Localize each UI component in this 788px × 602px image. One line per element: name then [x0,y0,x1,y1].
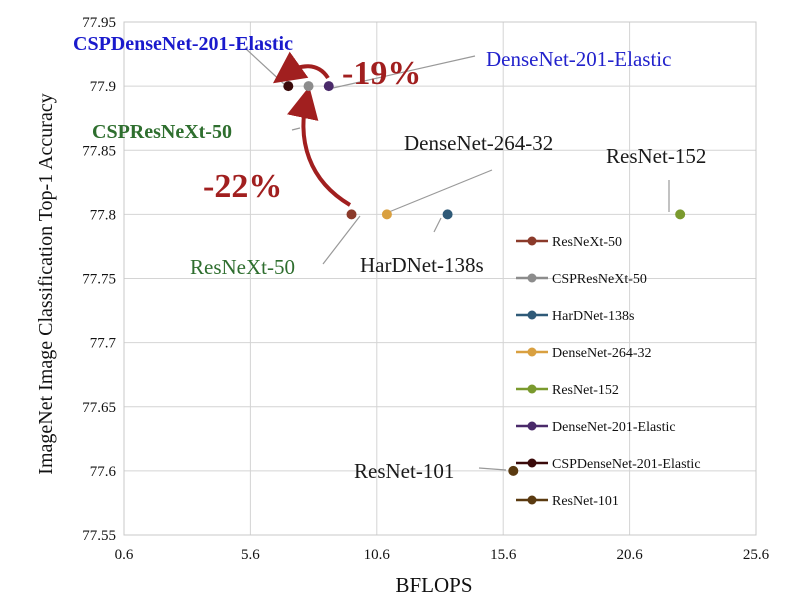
label-resnext-50: ResNeXt-50 [190,255,295,279]
y-tick-label: 77.7 [90,336,117,352]
y-tick-label: 77.8 [90,207,116,223]
legend-label-densenet-264-32: DenseNet-264-32 [552,346,652,361]
legend-label-resnext-50: ResNeXt-50 [552,235,622,250]
label-cspresnext-50: CSPResNeXt-50 [92,121,232,143]
label-minus-22-percent: -22% [203,168,282,205]
legend-label-resnet-152: ResNet-152 [552,383,619,398]
arrow-22 [287,86,352,207]
label-hardnet-138s: HarDNet-138s [360,253,484,277]
label-resnet-152: ResNet-152 [606,144,706,168]
point-densenet-264-32 [381,209,392,220]
point-hardnet-138s [442,209,453,220]
legend-label-cspresnext-50: CSPResNeXt-50 [552,272,647,287]
legend-label-hardnet-138s: HarDNet-138s [552,309,634,324]
y-tick-label: 77.85 [82,143,116,159]
point-resnet-152 [675,209,686,220]
leader-densenet264 [383,169,493,215]
point-densenet-201-elastic [323,81,334,92]
legend-label-resnet-101: ResNet-101 [552,494,619,509]
plot-area [123,21,757,536]
x-tick-label: 0.6 [115,547,134,563]
legend-marker-resnet-101 [527,495,537,505]
x-tick-label: 25.6 [743,547,770,563]
legend-marker-hardnet-138s [527,310,537,320]
point-resnext-50 [346,209,357,220]
legend-marker-densenet-264-32 [527,347,537,357]
leader-hardnet [433,217,442,233]
data-points [283,81,686,476]
x-tick-label: 10.6 [364,547,391,563]
label-cspdensenet-201-elastic: CSPDenseNet-201-Elastic [73,33,293,55]
arrows [272,51,352,207]
y-tick-label: 77.55 [82,528,116,544]
x-tick-label: 15.6 [490,547,517,563]
leader-resnet101 [478,467,507,471]
leader-resnext [322,215,361,265]
point-cspdensenet-201-elastic [283,81,294,92]
y-tick-label: 77.9 [90,79,116,95]
annotations: CSPDenseNet-201-Elastic DenseNet-201-Ela… [73,33,706,483]
label-minus-19-percent: -19% [342,55,421,92]
legend-label-densenet-201-elastic: DenseNet-201-Elastic [552,420,676,435]
legend-label-cspdensenet-201-elastic: CSPDenseNet-201-Elastic [552,457,701,472]
y-tick-label: 77.75 [82,272,116,288]
legend-marker-resnet-152 [527,384,537,394]
y-tick-label: 77.95 [82,15,116,31]
arrow-19 [272,51,330,84]
y-axis-label: ImageNet Image Classification Top-1 Accu… [35,93,57,474]
y-tick-label: 77.6 [90,464,117,480]
legend-marker-densenet-201-elastic [527,421,537,431]
label-densenet-264-32: DenseNet-264-32 [404,131,553,155]
legend-marker-cspresnext-50 [527,273,537,283]
point-cspresnext-50 [303,81,314,92]
leader-cspresnext [291,127,301,131]
label-resnet-101: ResNet-101 [354,459,454,483]
legend-marker-resnext-50 [527,236,537,246]
point-resnet-101 [508,465,519,476]
axis-ticks: 77.55 77.6 77.65 77.7 77.75 77.8 77.85 77.9 77.9… [82,15,769,563]
plot-grid [123,21,757,536]
leader-densenet-elastic [332,55,476,89]
label-densenet-201-elastic: DenseNet-201-Elastic [486,47,671,71]
legend: ResNeXt-50 CSPResNeXt-50 HarDNet-138s Dense… [516,235,701,509]
x-tick-label: 20.6 [616,547,643,563]
y-tick-label: 77.65 [82,400,116,416]
legend-marker-cspdensenet-201-elastic [527,458,537,468]
x-tick-label: 5.6 [241,547,260,563]
x-axis-label: BFLOPS [395,573,472,597]
